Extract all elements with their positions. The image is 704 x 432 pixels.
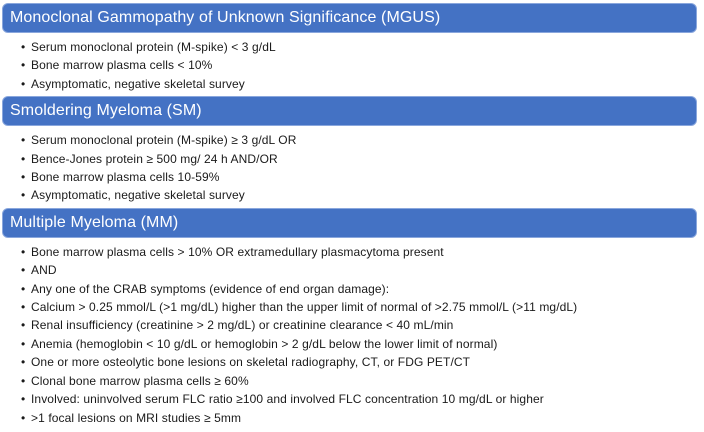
criterion-item: Renal insufficiency (creatinine > 2 mg/d… [0,316,704,335]
criterion-item: Clonal bone marrow plasma cells ≥ 60% [0,372,704,391]
section-header-mm: Multiple Myeloma (MM) [2,207,697,238]
criteria-list-mgus: Serum monoclonal protein (M-spike) < 3 g… [0,38,704,94]
section-mm: Multiple Myeloma (MM) Bone marrow plasma… [0,207,704,427]
section-sm: Smoldering Myeloma (SM) Serum monoclonal… [0,96,704,205]
criterion-item: Bence-Jones protein ≥ 500 mg/ 24 h AND/O… [0,150,704,169]
criterion-item: Bone marrow plasma cells 10-59% [0,168,704,187]
criterion-item: Bone marrow plasma cells > 10% OR extram… [0,243,704,262]
section-mgus: Monoclonal Gammopathy of Unknown Signifi… [0,3,704,94]
criterion-item: Asymptomatic, negative skeletal survey [0,186,704,205]
criterion-item: Any one of the CRAB symptoms (evidence o… [0,280,704,299]
criteria-list-mm: Bone marrow plasma cells > 10% OR extram… [0,243,704,427]
section-header-mgus: Monoclonal Gammopathy of Unknown Signifi… [2,3,697,33]
criterion-item: >1 focal lesions on MRI studies ≥ 5mm [0,409,704,428]
criterion-item: Anemia (hemoglobin < 10 g/dL or hemoglob… [0,335,704,354]
criterion-item: Involved: uninvolved serum FLC ratio ≥10… [0,390,704,409]
criterion-item: Bone marrow plasma cells < 10% [0,56,704,75]
section-header-sm: Smoldering Myeloma (SM) [2,96,697,127]
criterion-item: Serum monoclonal protein (M-spike) < 3 g… [0,38,704,57]
criterion-item: Calcium > 0.25 mmol/L (>1 mg/dL) higher … [0,298,704,317]
criterion-item: One or more osteolytic bone lesions on s… [0,353,704,372]
criteria-list-sm: Serum monoclonal protein (M-spike) ≥ 3 g… [0,131,704,205]
criterion-item: Serum monoclonal protein (M-spike) ≥ 3 g… [0,131,704,150]
criterion-item: AND [0,261,704,280]
criterion-item: Asymptomatic, negative skeletal survey [0,75,704,94]
